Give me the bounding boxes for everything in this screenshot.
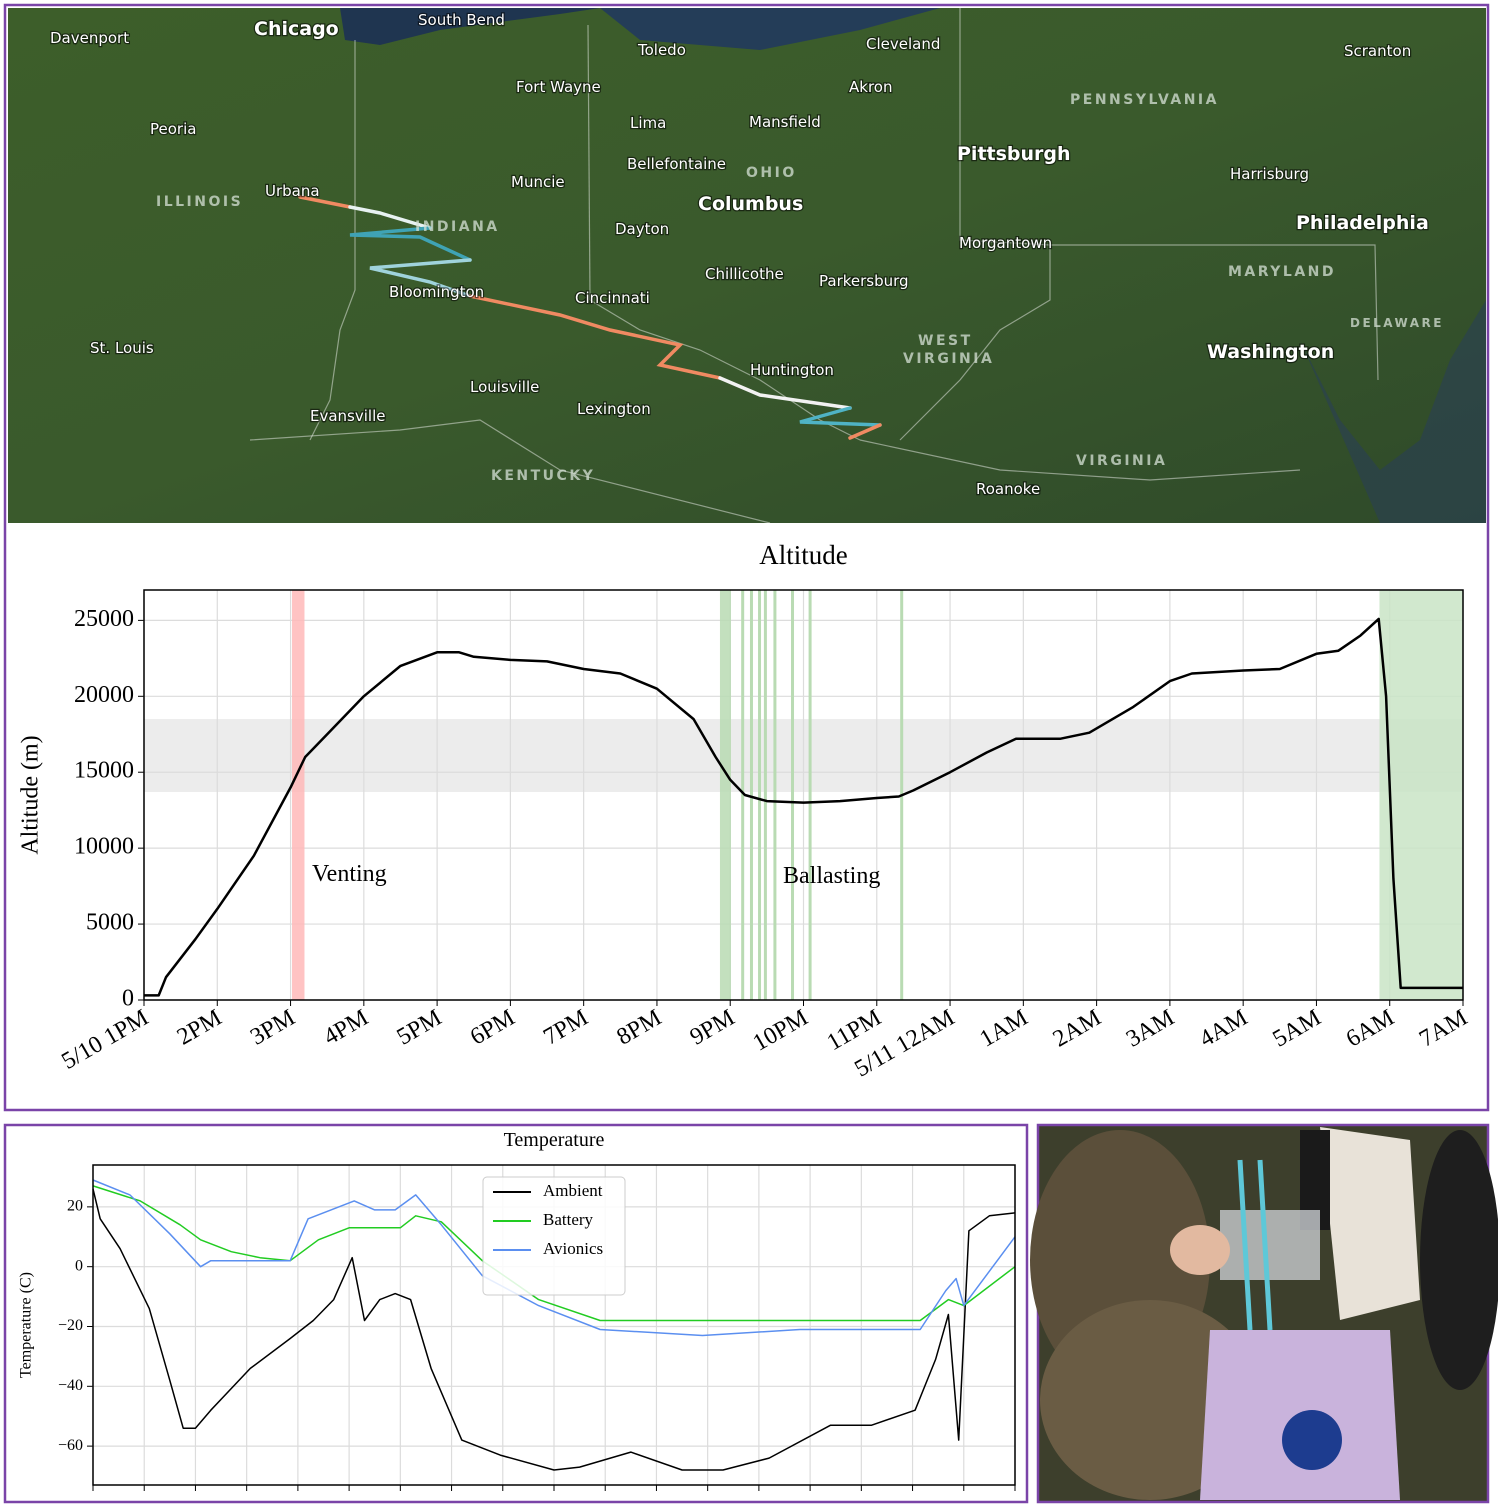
map-label: Bellefontaine [627,155,726,173]
map-region: WEST [918,333,973,349]
map-label: South Bend [418,11,505,29]
map-label: Cleveland [866,35,940,53]
map-label: Roanoke [976,480,1040,498]
map-label: Lima [630,114,666,132]
map-label: Lexington [577,400,651,418]
map-region: MARYLAND [1228,264,1336,280]
map-label: Evansville [310,407,385,425]
map-label: Cincinnati [575,289,650,307]
flight-track [298,195,882,440]
map-label: Columbus [698,193,803,215]
map-label: Fort Wayne [516,78,601,96]
map-label: Urbana [265,182,320,200]
map-label: Peoria [150,120,196,138]
map-region: VIRGINIA [1076,453,1167,469]
bay [1300,300,1486,523]
series-line [92,1185,1016,1322]
chart-title: Temperature [504,1129,605,1151]
map-label: Harrisburg [1230,165,1309,183]
map-region: VIRGINIA [903,351,994,367]
map-label: Bloomington [389,283,484,301]
y-tick-label: 5000 [86,910,134,936]
map-region: OHIO [746,165,797,181]
map-label: Huntington [750,361,834,379]
map-label: Davenport [50,29,129,47]
map-label: Pittsburgh [957,143,1071,165]
event-span [719,590,731,1000]
map-region: INDIANA [415,219,500,235]
map-background [8,8,1486,523]
map: Davenport Chicago South Bend Toledo Clev… [8,8,1486,524]
map-label: Morgantown [959,234,1052,252]
map-label: Parkersburg [819,272,909,290]
y-tick-label: 0 [75,1257,83,1274]
map-label: Muncie [511,173,565,191]
plot-frame [143,589,1464,1001]
annotation: Venting [312,861,387,887]
legend-label: Avionics [543,1239,603,1258]
map-region: PENNSYLVANIA [1070,92,1219,108]
y-tick-label: −20 [58,1317,83,1334]
map-label: Chicago [254,18,339,40]
legend-label: Ambient [543,1181,603,1200]
map-labels: Davenport Chicago South Bend Toledo Clev… [49,10,1444,500]
series-line [92,1188,1016,1471]
y-tick-label: −60 [58,1437,83,1454]
series-line [92,1179,1016,1337]
map-label: Philadelphia [1296,212,1429,234]
map-label: Akron [849,78,892,96]
y-tick-label: 20000 [74,682,134,708]
legend: Ambient Battery Avionics [482,1176,626,1296]
map-region: DELAWARE [1350,316,1444,330]
temperature-chart: Temperature Temperature (C) −60 −40 −20 0 20 Am… [18,1129,1016,1491]
series-line [144,617,1463,997]
chart-title: Altitude [759,540,848,570]
map-label: Dayton [615,220,669,238]
map-label: Chillicothe [705,265,784,283]
map-label: St. Louis [90,339,154,357]
map-label: Louisville [470,378,539,396]
y-axis-label: Altitude (m) [18,735,44,854]
map-label: Washington [1207,341,1334,363]
y-tick-label: −40 [58,1377,83,1394]
y-tick-label: 25000 [74,606,134,632]
y-axis-label: Temperature (C) [18,1272,35,1378]
map-region: ILLINOIS [156,194,243,210]
photo [1030,1123,1498,1504]
map-region: KENTUCKY [491,468,595,484]
y-tick-label: 0 [122,986,134,1012]
map-label: Mansfield [749,113,821,131]
lake-michigan [340,8,600,45]
y-tick-label: 20 [67,1198,83,1215]
map-label: Scranton [1344,42,1411,60]
legend-box [482,1176,626,1296]
plot-frame [92,1164,1016,1486]
lake-erie [600,8,940,50]
event-span [1379,590,1463,1000]
map-label: Toledo [637,41,686,59]
event-span [292,590,305,1000]
y-tick-label: 10000 [74,834,134,860]
legend-label: Battery [543,1210,594,1229]
annotation: Ballasting [783,863,880,889]
y-tick-label: 15000 [74,758,134,784]
